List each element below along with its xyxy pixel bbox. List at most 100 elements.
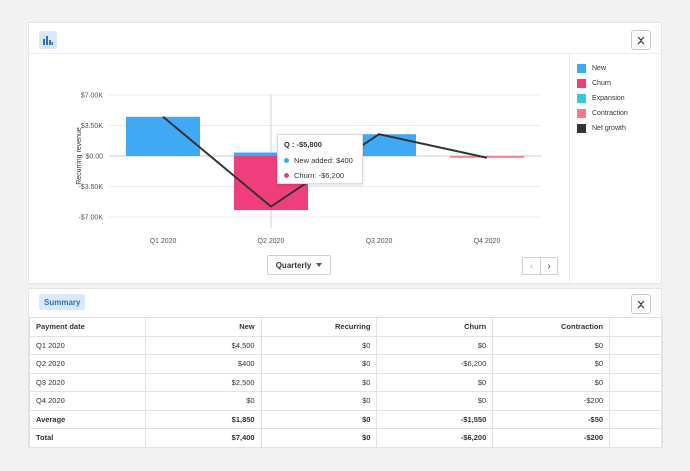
table-row-average: Average $1,850 $0 -$1,550 -$50 xyxy=(29,409,663,429)
table-row: Q1 2020 $4,500 $0 $0 $0 xyxy=(29,335,663,355)
tooltip-row: Churn: -$6,200 xyxy=(284,171,356,180)
legend-item[interactable]: New xyxy=(577,61,628,76)
table-cell: $2,500 xyxy=(144,372,262,392)
legend-label: Net growth xyxy=(592,125,626,132)
table-cell: Q1 2020 xyxy=(29,335,146,355)
tooltip-title: Q : -$5,800 xyxy=(284,140,322,149)
table-cell: $0 xyxy=(144,391,262,411)
table-cell: Average xyxy=(29,409,146,429)
y-tick-label: $7.00K xyxy=(81,93,104,100)
column-header-empty xyxy=(609,317,663,337)
x-tick-label: Q3 2020 xyxy=(366,238,393,245)
table-cell: $0 xyxy=(260,354,378,374)
bar-new xyxy=(234,152,308,156)
chevron-left-icon[interactable]: ‹ xyxy=(522,257,540,275)
table-cell: -$200 xyxy=(492,391,611,411)
x-tick-label: Q4 2020 xyxy=(474,238,501,245)
table-cell: Q2 2020 xyxy=(29,354,146,374)
table-cell-empty xyxy=(609,335,663,355)
legend-item[interactable]: Net growth xyxy=(577,121,628,136)
y-tick-label: -$3.50K xyxy=(78,184,103,191)
summary-table: Payment date New Recurring Churn Contrac… xyxy=(29,317,663,448)
table-cell: $0 xyxy=(376,391,494,411)
legend-swatch xyxy=(577,64,586,73)
table-cell: -$6,200 xyxy=(376,428,494,448)
legend-item[interactable]: Churn xyxy=(577,76,628,91)
legend-label: Contraction xyxy=(592,110,628,117)
table-cell: Total xyxy=(29,428,146,448)
table-cell: $400 xyxy=(144,354,262,374)
column-header[interactable]: Payment date xyxy=(29,317,146,337)
x-tick-label: Q2 2020 xyxy=(258,238,285,245)
table-cell: Q3 2020 xyxy=(29,372,146,392)
column-header[interactable]: New xyxy=(144,317,262,337)
table-cell-empty xyxy=(609,409,663,429)
y-tick-label: $0.00 xyxy=(85,154,103,161)
x-tick-label: Q1 2020 xyxy=(150,238,177,245)
legend-swatch xyxy=(577,94,586,103)
table-cell-empty xyxy=(609,391,663,411)
legend-swatch xyxy=(577,109,586,118)
summary-tab[interactable]: Summary xyxy=(39,294,86,310)
y-tick-label: -$7.00K xyxy=(78,215,103,222)
table-cell: $0 xyxy=(376,372,494,392)
table-cell: $0 xyxy=(492,372,611,392)
table-cell: -$200 xyxy=(492,428,611,448)
table-cell: $0 xyxy=(260,428,378,448)
legend-swatch xyxy=(577,79,586,88)
legend-label: New xyxy=(592,65,607,72)
table-cell: $0 xyxy=(492,335,611,355)
column-header[interactable]: Recurring xyxy=(260,317,378,337)
table-cell: $1,850 xyxy=(144,409,262,429)
table-row-total: Total $7,400 $0 -$6,200 -$200 xyxy=(29,428,663,448)
y-axis-label: Recurring revenue xyxy=(76,127,83,185)
revenue-chart: $7.00K $3.50K $0.00 -$3.50K -$7.00K Recurring… xyxy=(76,93,541,245)
table-cell: $4,500 xyxy=(144,335,262,355)
table-row: Q4 2020 $0 $0 $0 -$200 xyxy=(29,391,663,411)
table-cell-empty xyxy=(609,372,663,392)
table-cell: -$1,550 xyxy=(376,409,494,429)
table-cell: Q4 2020 xyxy=(29,391,146,411)
chevron-right-icon[interactable]: › xyxy=(540,257,558,275)
header-divider xyxy=(29,53,661,54)
table-cell: -$50 xyxy=(492,409,611,429)
table-header-row: Payment date New Recurring Churn Contrac… xyxy=(29,317,663,337)
legend-item[interactable]: Contraction xyxy=(577,106,628,121)
chart-tooltip: Q : -$5,800 New added: $400 Churn: -$6,2… xyxy=(277,134,363,184)
tooltip-row-label: Churn: -$6,200 xyxy=(294,171,345,180)
legend-divider xyxy=(569,54,570,283)
tooltip-row: New added: $400 xyxy=(284,156,356,165)
tooltip-dot-churn xyxy=(284,173,289,178)
table-cell: $0 xyxy=(260,409,378,429)
legend-label: Churn xyxy=(592,80,612,87)
table-cell-empty xyxy=(609,428,663,448)
legend-swatch xyxy=(577,124,586,133)
bar-chart-icon[interactable] xyxy=(39,31,57,49)
bar-new xyxy=(126,116,200,156)
chart-legend: New Churn Expansion Contraction Net growth xyxy=(577,61,628,136)
column-header[interactable]: Churn xyxy=(376,317,494,337)
summary-panel: Summary Payment date New Recurring Churn… xyxy=(28,288,663,448)
period-select-value: Quarterly xyxy=(275,260,312,270)
collapse-icon[interactable] xyxy=(631,294,651,314)
table-cell: $7,400 xyxy=(144,428,262,448)
legend-label: Expansion xyxy=(592,95,625,102)
table-cell: $0 xyxy=(260,391,378,411)
table-row: Q2 2020 $400 $0 -$6,200 $0 xyxy=(29,354,663,374)
y-tick-label: $3.50K xyxy=(81,123,104,130)
period-select[interactable]: Quarterly xyxy=(267,255,331,275)
table-cell: $0 xyxy=(376,335,494,355)
table-cell: -$6,200 xyxy=(376,354,494,374)
table-cell: $0 xyxy=(260,335,378,355)
table-row: Q3 2020 $2,500 $0 $0 $0 xyxy=(29,372,663,392)
collapse-icon[interactable] xyxy=(631,30,651,50)
table-cell: $0 xyxy=(260,372,378,392)
legend-item[interactable]: Expansion xyxy=(577,91,628,106)
table-cell: $0 xyxy=(492,354,611,374)
chart-panel: $7.00K $3.50K $0.00 -$3.50K -$7.00K Recurring… xyxy=(28,22,662,284)
column-header[interactable]: Contraction xyxy=(492,317,611,337)
tooltip-dot-new xyxy=(284,158,289,163)
table-cell-empty xyxy=(609,354,663,374)
chart-pager: ‹ › xyxy=(522,257,558,275)
caret-down-icon xyxy=(316,263,323,267)
